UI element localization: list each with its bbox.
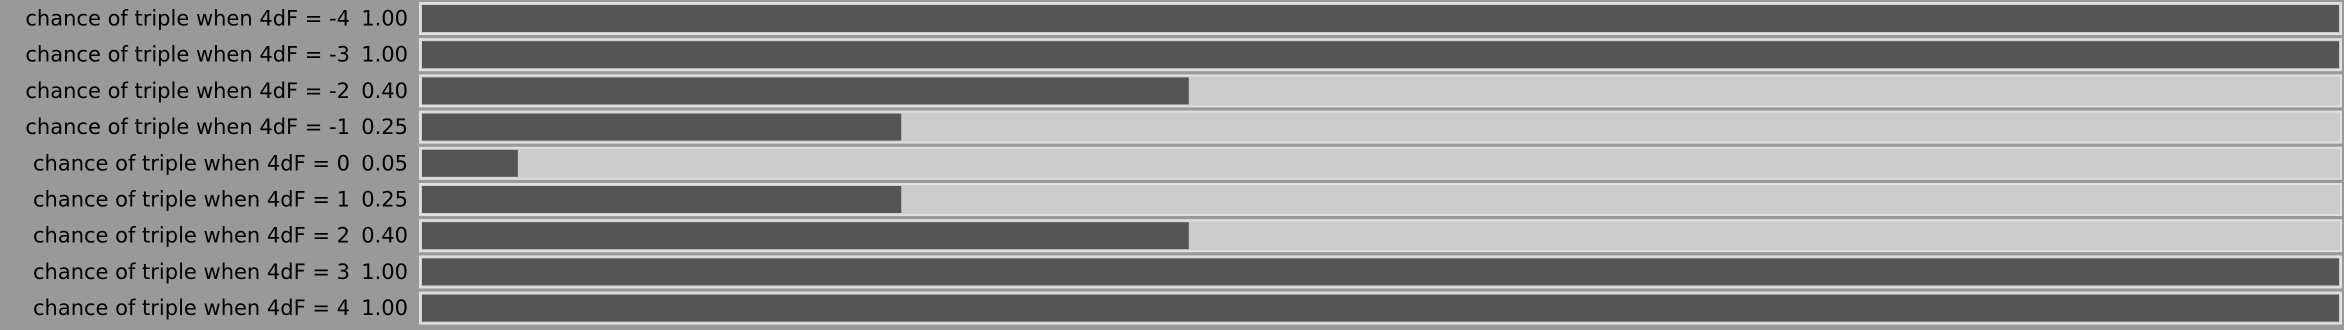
value-label: 0.05 bbox=[361, 151, 408, 175]
bar bbox=[422, 294, 2339, 322]
bar bbox=[422, 222, 1189, 250]
category-label: chance of triple when 4dF = 3 bbox=[33, 260, 350, 284]
value-label: 1.00 bbox=[361, 260, 408, 284]
bar bbox=[422, 149, 518, 177]
category-label: chance of triple when 4dF = -2 bbox=[25, 79, 350, 103]
value-label: 1.00 bbox=[361, 43, 408, 67]
value-label: 1.00 bbox=[361, 296, 408, 320]
value-label: 0.40 bbox=[361, 224, 408, 248]
bar bbox=[422, 41, 2339, 69]
slider-track[interactable] bbox=[419, 146, 2342, 180]
category-label: chance of triple when 4dF = 4 bbox=[33, 296, 350, 320]
category-label: chance of triple when 4dF = -3 bbox=[25, 43, 350, 67]
value-label: 1.00 bbox=[361, 7, 408, 31]
category-label: chance of triple when 4dF = 2 bbox=[33, 224, 350, 248]
bar bbox=[422, 77, 1189, 105]
category-label: chance of triple when 4dF = -1 bbox=[25, 115, 350, 139]
bar bbox=[422, 186, 902, 213]
value-label: 0.25 bbox=[361, 188, 408, 212]
bar bbox=[422, 5, 2339, 32]
value-label: 0.25 bbox=[361, 115, 408, 139]
category-label: chance of triple when 4dF = -4 bbox=[25, 7, 350, 31]
bar bbox=[422, 113, 902, 141]
category-label: chance of triple when 4dF = 0 bbox=[33, 151, 350, 175]
bar bbox=[422, 258, 2339, 286]
category-label: chance of triple when 4dF = 1 bbox=[33, 188, 350, 212]
value-label: 0.40 bbox=[361, 79, 408, 103]
